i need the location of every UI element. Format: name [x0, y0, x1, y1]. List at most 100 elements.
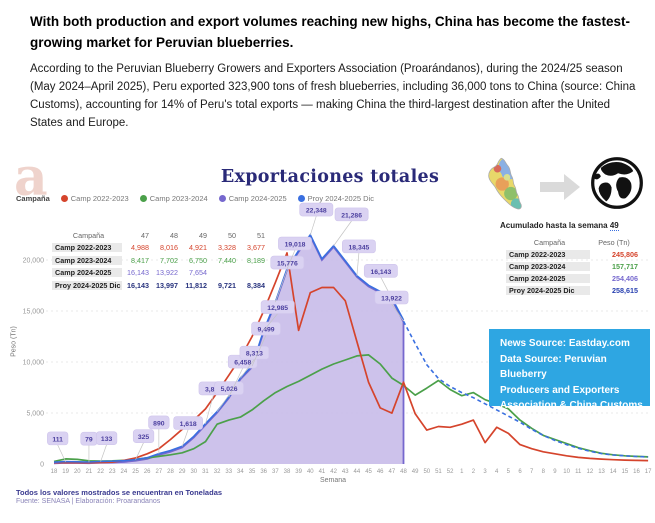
x-tick-label: 19 [62, 469, 69, 475]
x-tick-label: 50 [423, 469, 430, 475]
data-label-badge [363, 264, 398, 278]
x-tick-label: 3 [483, 469, 487, 475]
legend-item-label: Camp 2023-2024 [149, 194, 208, 203]
x-tick-label: 26 [144, 469, 151, 475]
row-label: Camp 2022-2023 [52, 243, 122, 253]
table-row: Camp 2022-2023 245,806 [506, 248, 642, 260]
column-header: 50 [228, 230, 236, 240]
cell-value: 7,654 [189, 268, 207, 278]
data-label-text: 890 [153, 420, 165, 427]
x-tick-label: 6 [518, 469, 522, 475]
table-row: Camp 2023-2024 8,417 7,702 6,750 7,440 8,189 [52, 254, 267, 267]
area-camp-2024-2025 [54, 236, 404, 464]
row-label: Camp 2023-2024 [52, 255, 122, 265]
data-label-text: 18,345 [349, 244, 370, 251]
globe-icon [591, 157, 643, 209]
label-leader-line [57, 444, 66, 463]
column-header: 47 [141, 230, 149, 240]
x-tick-label: 33 [225, 469, 232, 475]
data-label-text: 16,143 [370, 269, 391, 276]
row-label: Proy 2024-2025 Dic [52, 280, 122, 290]
row-label: Proy 2024-2025 Dic [506, 285, 590, 295]
data-label-text: 79 [85, 437, 93, 444]
row-label: Camp 2024-2025 [506, 273, 590, 283]
label-leader-line [240, 358, 255, 379]
cell-value: 9,721 [218, 280, 236, 290]
data-label-text: 1,618 [180, 421, 197, 428]
y-tick-label: 15,000 [23, 309, 45, 316]
cell-value: 11,812 [185, 280, 207, 290]
x-tick-label: 41 [319, 469, 326, 475]
data-label-badge [239, 345, 270, 360]
line-proy-dashed [402, 320, 649, 458]
x-tick-label: 34 [237, 469, 244, 475]
x-tick-label: 2 [472, 469, 476, 475]
data-label-text: 13,922 [381, 295, 402, 302]
cell-value: 7,440 [218, 255, 236, 265]
x-axis-label: Semana [320, 477, 347, 484]
data-label-badge [251, 321, 281, 336]
data-label-text: 21,286 [341, 212, 362, 219]
row-label: Camp 2022-2023 [506, 249, 590, 259]
x-tick-label: 5 [507, 469, 511, 475]
footnote-source: Fuente: SENASA | Elaboración: Proarandan… [16, 498, 161, 505]
label-leader-line [309, 215, 317, 236]
x-tick-label: 12 [587, 469, 594, 475]
peru-map-icon [488, 157, 522, 210]
cell-value: 8,189 [247, 255, 265, 265]
x-tick-label: 23 [109, 469, 116, 475]
x-tick-label: 52 [447, 469, 454, 475]
x-tick-label: 9 [553, 469, 557, 475]
x-tick-label: 27 [156, 469, 163, 475]
data-label-text: 5,026 [221, 386, 238, 393]
row-label: Camp 2023-2024 [506, 261, 590, 271]
legend-item-label: Proy 2024-2025 Dic [307, 194, 374, 203]
legend-dot-icon [297, 195, 305, 202]
data-label-badge [148, 415, 170, 430]
x-tick-label: 15 [622, 469, 629, 475]
x-tick-label: 43 [342, 469, 349, 475]
x-tick-label: 21 [86, 469, 93, 475]
column-header: 48 [170, 230, 178, 240]
data-label-badge [374, 290, 409, 305]
x-tick-label: 4 [495, 469, 499, 475]
x-tick-label: 18 [51, 469, 58, 475]
x-tick-label: 44 [354, 469, 361, 475]
data-label-text: 325 [138, 434, 150, 441]
data-label-text: 12,985 [267, 305, 288, 312]
article-paragraph: According to the Peruvian Blueberry Grow… [30, 63, 636, 130]
cell-value: 7,702 [160, 255, 178, 265]
x-tick-label: 20 [74, 469, 81, 475]
label-leader-line [216, 394, 230, 412]
x-tick-label: 29 [179, 469, 186, 475]
cell-value: 6,750 [189, 255, 207, 265]
column-header: Campaña [533, 237, 566, 247]
data-label-badge [278, 236, 312, 251]
data-label-badge [173, 416, 203, 430]
x-tick-label: 37 [272, 469, 279, 475]
cell-value: 3,677 [247, 243, 265, 253]
data-label-text: 6,458 [234, 360, 251, 367]
column-header: 51 [257, 230, 265, 240]
x-tick-label: 1 [460, 469, 464, 475]
data-label-text: 111 [52, 436, 63, 443]
table-row: Camp 2022-2023 4,988 8,016 4,921 3,328 3,677 [52, 242, 267, 255]
cell-value: 254,406 [612, 273, 638, 283]
data-label-badge [96, 431, 118, 445]
y-tick-label: 5,000 [26, 411, 44, 418]
x-tick-label: 11 [575, 469, 582, 475]
data-label-badge [214, 381, 244, 396]
cell-value: 16,143 [127, 268, 149, 278]
legend-dot-icon [218, 195, 226, 202]
x-tick-label: 39 [295, 469, 302, 475]
x-tick-label: 35 [249, 469, 256, 475]
acumulado-table: Campaña Peso (Tn) Camp 2022-2023 245,806 Cam… [506, 236, 642, 296]
footnote-units: Todos los valores mostrados se encuentra… [16, 488, 223, 497]
label-leader-line [263, 313, 278, 331]
cell-value: 8,384 [247, 280, 265, 290]
legend-title: Campaña [16, 194, 50, 203]
table-row: Camp 2023-2024 157,717 [506, 260, 642, 272]
article-headline: With both production and export volumes … [30, 14, 630, 50]
x-tick-label: 51 [435, 469, 442, 475]
